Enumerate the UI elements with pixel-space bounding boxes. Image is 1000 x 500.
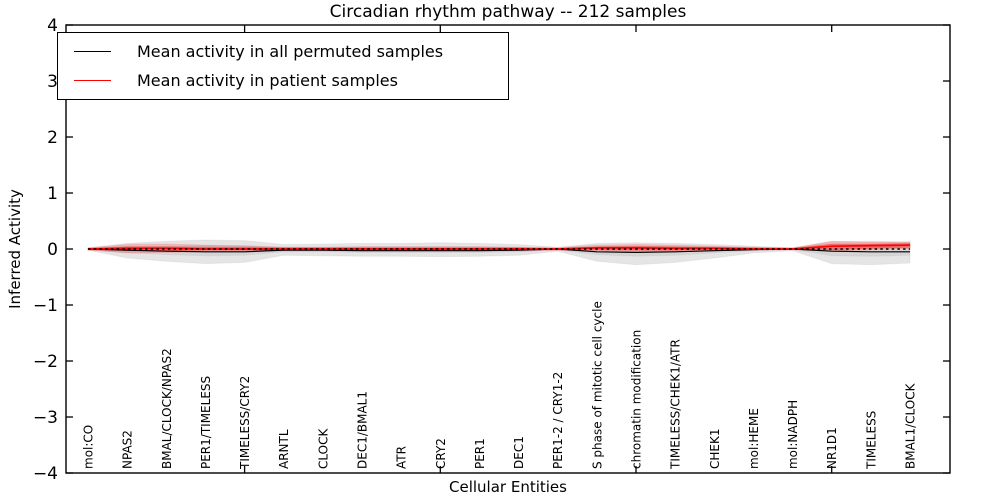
x-category-label: NR1D1 (825, 427, 839, 469)
y-tick-label: 4 (47, 16, 58, 36)
x-category-label: ATR (395, 446, 409, 469)
x-category-label: CLOCK (316, 428, 330, 469)
y-tick-label: 1 (47, 184, 58, 204)
legend-item-permuted: Mean activity in all permuted samples (74, 42, 500, 61)
x-category-label: mol:NADPH (786, 400, 800, 469)
x-category-label: chromatin modification (630, 330, 644, 469)
x-category-label: CRY2 (434, 438, 448, 469)
legend-item-patient: Mean activity in patient samples (74, 71, 500, 90)
y-tick-label: −1 (33, 296, 58, 316)
x-category-label: mol:CO (82, 425, 96, 469)
x-category-label: ARNTL (277, 429, 291, 469)
y-tick-label: −2 (33, 352, 58, 372)
y-axis-label: Inferred Activity (6, 189, 24, 309)
legend-label-permuted: Mean activity in all permuted samples (137, 42, 444, 61)
x-category-label: PER1/TIMELESS (199, 376, 213, 469)
legend-label-patient: Mean activity in patient samples (137, 71, 398, 90)
x-category-label: PER1-2 / CRY1-2 (551, 372, 565, 469)
y-tick-label: −3 (33, 408, 58, 428)
x-category-label: S phase of mitotic cell cycle (590, 301, 604, 469)
legend: Mean activity in all permuted samples Me… (57, 32, 509, 100)
x-category-label: TIMELESS (864, 411, 878, 470)
x-axis-label: Cellular Entities (449, 478, 567, 496)
x-category-label: PER1 (473, 438, 487, 469)
x-category-label: TIMELESS/CHEK1/ATR (669, 339, 683, 470)
x-category-label: CHEK1 (708, 429, 722, 470)
y-tick-label: 3 (47, 72, 58, 92)
chart-title: Circadian rhythm pathway -- 212 samples (329, 2, 687, 22)
x-category-label: TIMELESS/CRY2 (238, 376, 252, 470)
permuted-line-swatch (74, 51, 111, 52)
x-category-label: DEC1/BMAL1 (356, 391, 370, 469)
y-tick-label: 0 (47, 240, 58, 260)
x-category-label: NPAS2 (121, 430, 135, 469)
permuted-range-outer-band (87, 239, 911, 266)
y-tick-label: −4 (33, 464, 58, 484)
x-category-label: BMAL1/CLOCK (904, 382, 918, 469)
y-tick-label: 2 (47, 128, 58, 148)
patient-line-swatch (74, 80, 111, 81)
x-category-label: DEC1 (512, 436, 526, 469)
x-category-label: BMAL/CLOCK/NPAS2 (160, 348, 174, 469)
x-category-label: mol:HEME (747, 408, 761, 469)
